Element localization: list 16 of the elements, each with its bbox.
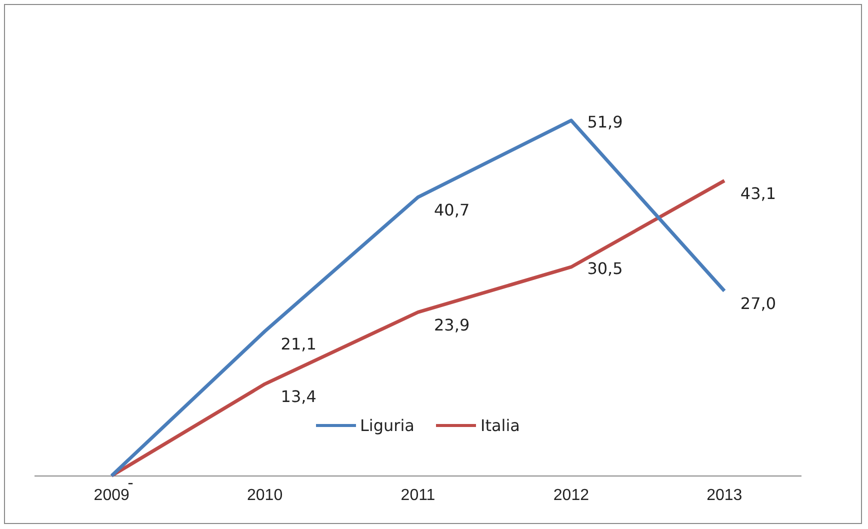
data-label: 43,1: [740, 184, 776, 203]
data-label: 51,9: [587, 112, 623, 132]
x-tick-label: 2009: [94, 486, 130, 504]
legend-label: Liguria: [360, 416, 414, 435]
data-label: 40,7: [434, 200, 470, 220]
data-label: 23,9: [434, 315, 470, 334]
x-tick-label: 2013: [706, 486, 742, 504]
x-tick-label: 2012: [553, 486, 590, 504]
data-label: -: [128, 472, 134, 492]
legend-label: Italia: [480, 416, 520, 435]
x-tick-label: 2010: [247, 486, 283, 504]
data-label: 30,5: [587, 259, 623, 278]
data-label: 21,1: [280, 334, 316, 354]
data-label: 13,4: [280, 387, 316, 406]
x-tick-label: 2011: [400, 486, 436, 504]
data-label: 27,0: [740, 294, 776, 314]
